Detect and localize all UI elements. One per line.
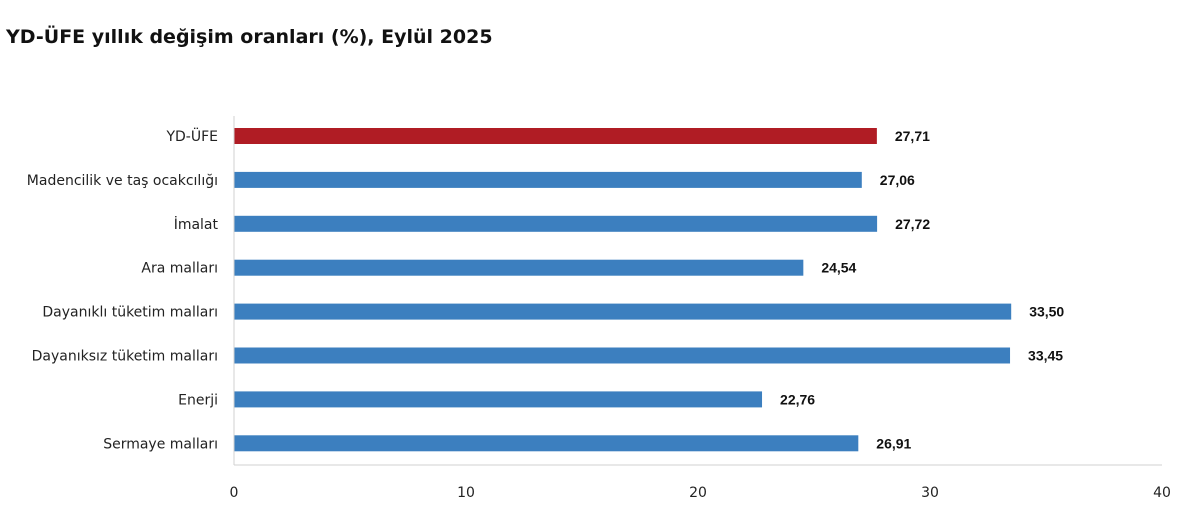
value-label: 26,91 [876, 435, 911, 451]
category-label: Madencilik ve taş ocakcılığı [27, 173, 218, 189]
category-label: Dayanıklı tüketim malları [42, 305, 218, 321]
value-label: 33,50 [1029, 304, 1064, 320]
bar-7 [234, 435, 859, 452]
category-label: Enerji [178, 392, 218, 408]
category-label: Ara malları [141, 261, 218, 277]
value-label: 27,06 [880, 172, 915, 188]
bar-0 [234, 128, 877, 144]
category-label: Sermaye malları [103, 436, 218, 452]
value-label: 24,54 [821, 260, 856, 276]
value-label: 22,76 [780, 391, 815, 407]
value-label: 27,71 [895, 128, 930, 144]
bar-4 [234, 303, 1012, 320]
chart-title: YD-ÜFE yıllık değişim oranları (%), Eylü… [6, 26, 493, 48]
x-tick-label: 10 [457, 485, 475, 501]
bar-3 [234, 259, 804, 276]
bar-5 [234, 347, 1011, 364]
bar-1 [234, 171, 862, 188]
x-tick-label: 0 [230, 485, 239, 501]
x-tick-label: 40 [1153, 485, 1171, 501]
category-label: YD-ÜFE [165, 127, 218, 145]
bar-2 [234, 215, 878, 232]
bar-6 [234, 391, 763, 408]
category-label: İmalat [174, 215, 219, 233]
value-label: 27,72 [895, 216, 930, 232]
value-label: 33,45 [1028, 348, 1063, 364]
x-tick-label: 20 [689, 485, 707, 501]
category-label: Dayanıksız tüketim malları [32, 349, 218, 365]
x-tick-label: 30 [921, 485, 939, 501]
